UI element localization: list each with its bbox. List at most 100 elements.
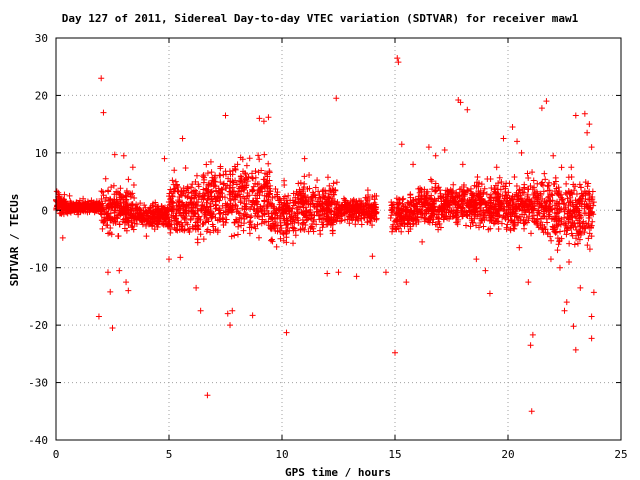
ticks-layer: 0 5 10 15 20 25 -40 -30 -20 -10 0 10 20 30: [28, 32, 628, 461]
data-point-outlier: [588, 335, 595, 342]
data-point: [100, 192, 107, 199]
data-point: [438, 204, 445, 211]
data-point: [564, 195, 571, 202]
data-point: [419, 201, 426, 208]
data-point: [208, 196, 215, 203]
data-point: [453, 198, 460, 205]
data-point: [234, 231, 241, 238]
data-point: [107, 210, 114, 217]
data-point: [555, 241, 562, 248]
data-point: [369, 222, 376, 229]
data-point-outlier: [457, 99, 464, 106]
data-point-outlier: [227, 322, 234, 329]
data-point: [366, 201, 373, 208]
data-point: [360, 203, 367, 210]
data-point: [219, 214, 226, 221]
data-point: [102, 198, 109, 205]
data-point-outlier: [516, 244, 523, 251]
data-point-outlier: [301, 155, 308, 162]
data-point-outlier: [197, 307, 204, 314]
data-point: [407, 191, 414, 198]
data-point: [105, 230, 112, 237]
data-point: [212, 198, 219, 205]
data-point: [272, 211, 279, 218]
data-point: [295, 220, 302, 227]
data-point-outlier: [66, 192, 73, 199]
data-point: [300, 219, 307, 226]
data-point: [72, 207, 79, 214]
data-point: [393, 226, 400, 233]
data-point: [57, 210, 64, 217]
data-point: [524, 202, 531, 209]
data-point: [184, 193, 191, 200]
data-point: [290, 216, 297, 223]
data-point: [503, 180, 510, 187]
x-tick-label: 20: [501, 448, 514, 461]
data-point: [192, 192, 199, 199]
data-point: [235, 209, 242, 216]
data-point: [175, 197, 182, 204]
data-point-outlier: [432, 152, 439, 159]
data-point: [518, 195, 525, 202]
data-point: [562, 204, 569, 211]
data-point: [124, 202, 131, 209]
data-point: [184, 221, 191, 228]
data-point-outlier: [120, 152, 127, 159]
data-point: [124, 217, 131, 224]
data-point-outlier: [256, 115, 263, 122]
data-point: [181, 227, 188, 234]
data-point: [514, 206, 521, 213]
data-point: [589, 188, 596, 195]
data-point: [176, 226, 183, 233]
data-point: [540, 182, 547, 189]
data-point: [521, 181, 528, 188]
data-point-outlier: [229, 307, 236, 314]
data-point: [290, 190, 297, 197]
data-point: [530, 195, 537, 202]
data-point: [186, 228, 193, 235]
data-point: [541, 212, 548, 219]
data-point-outlier: [222, 112, 229, 119]
data-point: [480, 223, 487, 230]
data-point: [231, 163, 238, 170]
data-point: [126, 211, 133, 218]
data-point: [135, 213, 142, 220]
data-point: [150, 200, 157, 207]
data-point-outlier: [283, 329, 290, 336]
data-point: [553, 205, 560, 212]
data-point-outlier: [556, 264, 563, 271]
data-point: [338, 206, 345, 213]
data-point: [121, 225, 128, 232]
data-point-outlier: [493, 164, 500, 171]
data-point: [576, 219, 583, 226]
data-point: [346, 220, 353, 227]
data-point: [220, 209, 227, 216]
data-point: [160, 220, 167, 227]
data-point-outlier: [249, 312, 256, 319]
data-point: [216, 197, 223, 204]
data-point: [450, 207, 457, 214]
x-axis-label: GPS time / hours: [285, 466, 391, 479]
data-point: [582, 179, 589, 186]
data-point: [450, 187, 457, 194]
data-point: [566, 198, 573, 205]
data-point: [545, 204, 552, 211]
data-point: [277, 235, 284, 242]
data-point: [432, 188, 439, 195]
data-point: [574, 240, 581, 247]
data-point: [279, 204, 286, 211]
data-point: [123, 187, 130, 194]
data-point: [447, 195, 454, 202]
data-point-outlier: [179, 135, 186, 142]
data-point: [319, 188, 326, 195]
data-point: [557, 221, 564, 228]
data-point: [116, 221, 123, 228]
data-point-outlier: [111, 151, 118, 158]
data-point: [389, 228, 396, 235]
data-point: [295, 198, 302, 205]
data-point: [255, 234, 262, 241]
data-point: [351, 198, 358, 205]
data-point: [554, 209, 561, 216]
data-point: [398, 228, 405, 235]
data-point: [436, 215, 443, 222]
